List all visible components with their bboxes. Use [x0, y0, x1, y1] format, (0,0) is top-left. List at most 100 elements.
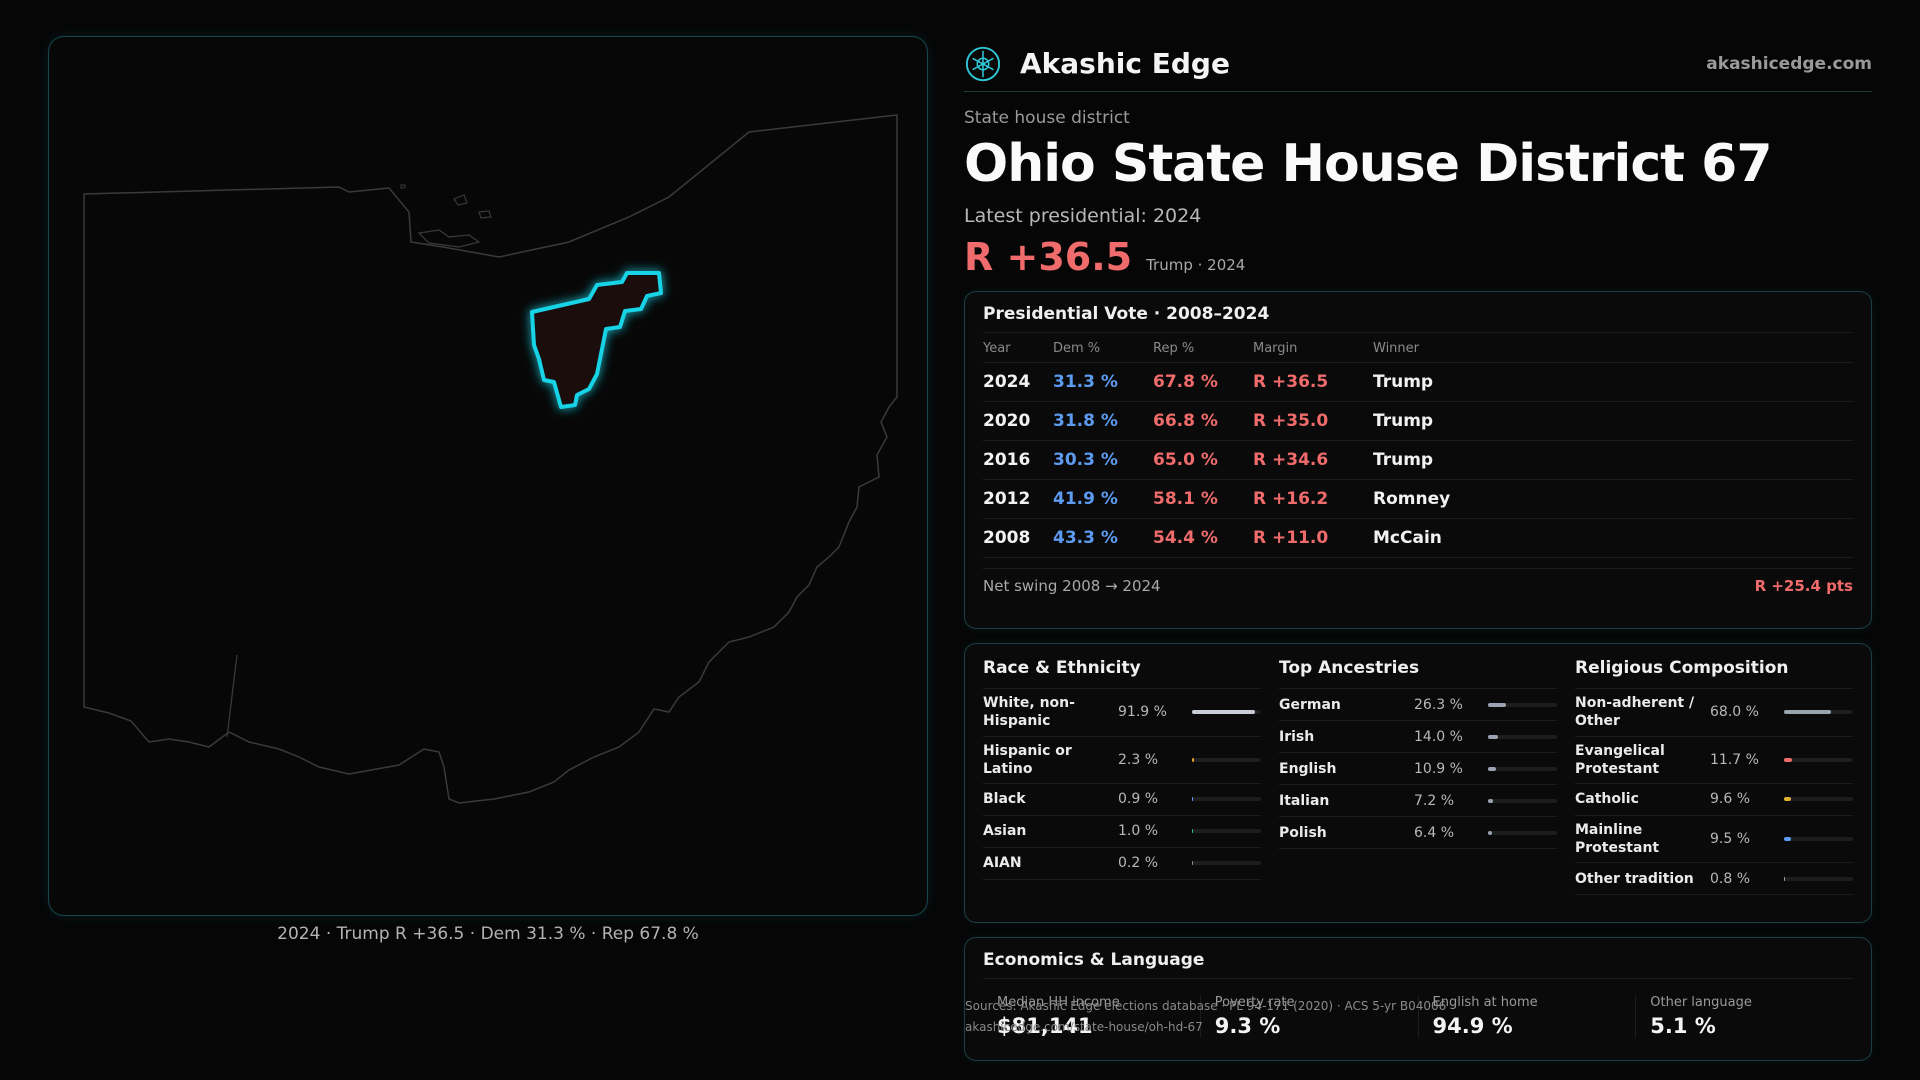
ancestry-bar [1488, 830, 1557, 835]
ancestry-label: Irish [1279, 728, 1315, 745]
race-bar-fill [1192, 710, 1256, 715]
col-dem: Dem % [1053, 333, 1153, 364]
ancestry-label: Italian [1279, 792, 1330, 809]
religion-section: Religious Composition Non-adherent / Oth… [1575, 658, 1853, 908]
race-value: 2.3 % [1118, 751, 1159, 768]
ancestry-value: 26.3 % [1414, 696, 1463, 713]
race-row: AIAN 0.2 % [983, 848, 1261, 880]
row-dem: 31.3 % [1053, 362, 1153, 403]
table-row: 2016 30.3 % 65.0 % R +34.6 Trump [983, 440, 1853, 481]
row-winner: McCain [1373, 518, 1853, 559]
row-margin: R +11.0 [1253, 518, 1373, 559]
religion-bar [1784, 710, 1853, 715]
row-margin: R +35.0 [1253, 401, 1373, 442]
headline-margin-value: R +36.5 [964, 235, 1133, 280]
ancestry-bar-fill [1488, 830, 1493, 835]
race-bar-fill [1192, 829, 1194, 834]
detail-panel: Akashic Edge akashicedge.com State house… [964, 36, 1872, 1062]
economics-title: Economics & Language [983, 950, 1853, 980]
religion-row: Other tradition 0.8 % [1575, 863, 1853, 896]
ancestry-bar-fill [1488, 798, 1493, 803]
ancestry-row: Irish 14.0 % [1279, 721, 1557, 754]
econ-cell-other-language: Other language 5.1 % [1635, 995, 1853, 1039]
district-map[interactable] [48, 36, 928, 916]
sources-text: Sources: Akashic Edge elections database… [965, 999, 1447, 1014]
row-dem: 43.3 % [1053, 518, 1153, 559]
race-bar-fill [1192, 861, 1194, 866]
presidential-vote-title: Presidential Vote · 2008–2024 [983, 304, 1853, 334]
brand-header: Akashic Edge akashicedge.com [964, 36, 1872, 92]
demographics-card: Race & Ethnicity White, non-Hispanic 91.9… [964, 643, 1872, 924]
religion-bar [1784, 837, 1853, 842]
row-year: 2020 [983, 401, 1053, 442]
religion-value: 68.0 % [1710, 704, 1759, 721]
ancestry-value: 10.9 % [1414, 760, 1463, 777]
econ-label: Median HH income [997, 995, 1120, 1011]
religion-row: Evangelical Protestant 11.7 % [1575, 737, 1853, 784]
race-row: Asian 1.0 % [983, 816, 1261, 848]
row-winner: Romney [1373, 479, 1853, 520]
district-shape[interactable] [530, 271, 663, 409]
latest-presidential-label: Latest presidential: 2024 [964, 205, 1202, 228]
row-winner: Trump [1373, 362, 1853, 403]
row-margin: R +16.2 [1253, 479, 1373, 520]
econ-value: 5.1 % [1650, 1014, 1716, 1039]
econ-cell-english: English at home 94.9 % [1417, 995, 1636, 1039]
race-bar [1192, 710, 1261, 715]
religion-bar-fill [1784, 797, 1791, 802]
source-url-link[interactable]: akashicedge.com/state-house/oh-hd-67 [965, 1019, 1203, 1034]
district-kicker: State house district [964, 108, 1130, 128]
row-rep: 66.8 % [1153, 401, 1253, 442]
race-row: Hispanic or Latino 2.3 % [983, 737, 1261, 784]
sources-footer: Sources: Akashic Edge elections database… [965, 996, 1446, 1037]
ancestry-value: 14.0 % [1414, 728, 1463, 745]
table-row: 2020 31.8 % 66.8 % R +35.0 Trump [983, 401, 1853, 442]
row-margin: R +36.5 [1253, 362, 1373, 403]
row-year: 2008 [983, 518, 1053, 559]
col-rep: Rep % [1153, 333, 1253, 364]
col-margin: Margin [1253, 333, 1373, 364]
col-winner: Winner [1373, 333, 1853, 364]
religion-row: Non-adherent / Other 68.0 % [1575, 689, 1853, 737]
race-bar [1192, 797, 1261, 802]
economics-card: Economics & Language Median HH income $8… [964, 937, 1872, 1062]
headline-margin-sub: Trump · 2024 [1146, 256, 1246, 275]
state-outline [83, 114, 898, 804]
row-rep: 65.0 % [1153, 440, 1253, 481]
ancestry-label: Polish [1279, 824, 1327, 841]
presidential-vote-table: Year Dem % Rep % Margin Winner 2024 31.3… [983, 333, 1853, 559]
net-swing: Net swing 2008 → 2024 R +25.4 pts [983, 568, 1853, 595]
ancestry-row: Polish 6.4 % [1279, 817, 1557, 850]
religion-value: 9.6 % [1710, 791, 1751, 808]
row-dem: 31.8 % [1053, 401, 1153, 442]
religion-bar-fill [1784, 876, 1786, 881]
ancestry-row: Italian 7.2 % [1279, 785, 1557, 818]
race-ethnicity-section: Race & Ethnicity White, non-Hispanic 91.9… [983, 658, 1261, 908]
race-row: Black 0.9 % [983, 784, 1261, 816]
ohio-map-svg [83, 114, 898, 804]
economics-cells: Median HH income $81,141 Poverty rate 9.… [983, 995, 1853, 1039]
religion-label: Evangelical Protestant [1575, 742, 1665, 777]
race-bar-fill [1192, 797, 1194, 802]
ancestry-row: English 10.9 % [1279, 753, 1557, 786]
race-label: Asian [983, 823, 1027, 840]
ancestry-label: English [1279, 760, 1337, 777]
race-bar [1192, 861, 1261, 866]
religion-title: Religious Composition [1575, 658, 1853, 690]
religion-label: Mainline Protestant [1575, 821, 1660, 857]
ancestry-value: 7.2 % [1414, 792, 1455, 809]
religion-value: 9.5 % [1710, 831, 1751, 848]
econ-label: Other language [1650, 995, 1752, 1011]
row-year: 2012 [983, 479, 1053, 520]
econ-value: 9.3 % [1214, 1014, 1281, 1039]
econ-value: $81,141 [997, 1014, 1093, 1039]
race-ethnicity-title: Race & Ethnicity [983, 658, 1261, 690]
ancestry-bar [1488, 734, 1557, 739]
econ-label: English at home [1432, 995, 1538, 1011]
race-bar [1192, 757, 1261, 762]
brand-url-link[interactable]: akashicedge.com [1706, 53, 1872, 74]
akashic-logo-icon[interactable] [964, 45, 1002, 83]
religion-value: 11.7 % [1710, 751, 1759, 768]
brand-name[interactable]: Akashic Edge [1020, 47, 1230, 80]
race-bar [1192, 829, 1261, 834]
